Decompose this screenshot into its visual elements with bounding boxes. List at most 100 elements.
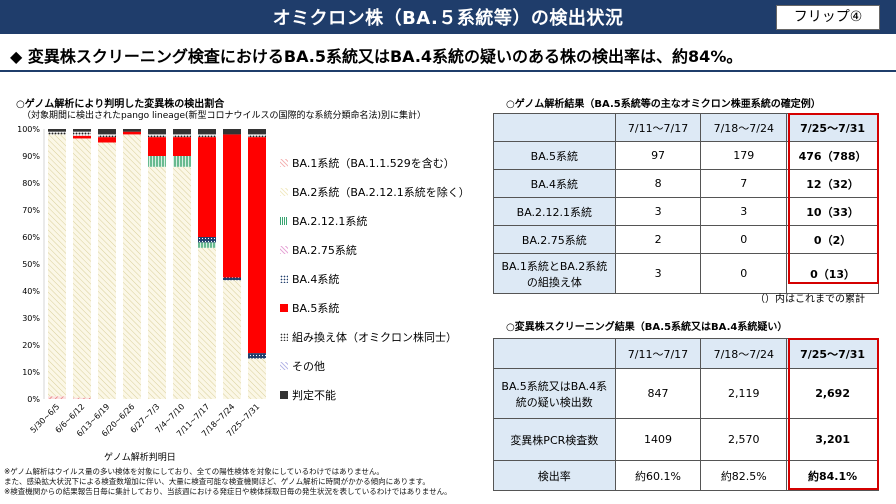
flip-badge: フリップ④ (776, 5, 880, 30)
bar-segment (148, 134, 166, 138)
bar-segment (223, 129, 241, 135)
bar-segment (248, 129, 266, 135)
legend-item: BA.5系統 (280, 293, 470, 322)
bar-segment (198, 129, 216, 135)
legend-label: BA.5系統 (292, 301, 340, 315)
bar-segment (248, 353, 266, 359)
footnote: ※ゲノム解析はウイルス量の多い検体を対象にしており、全ての陽性検体を対象にしてい… (4, 467, 384, 476)
screening-table: 7/11～7/17 7/18～7/24 7/25～7/31 BA.5系統又はBA… (493, 338, 879, 491)
y-tick-label: 80% (22, 179, 40, 188)
bar-segment (198, 247, 216, 399)
bar-segment (123, 129, 141, 132)
bar-segment (173, 156, 191, 167)
legend-item: BA.4系統 (280, 264, 470, 293)
bar-segment (198, 242, 216, 248)
table-cell: 476（788） (786, 141, 879, 170)
y-tick-label: 10% (22, 368, 40, 377)
bar-segment (98, 137, 116, 143)
bar-segment (73, 397, 91, 399)
table-cell: 0（2） (786, 225, 879, 254)
bar-segment (73, 135, 91, 139)
bar-segment (173, 137, 191, 156)
legend-swatch (280, 361, 288, 370)
bar-segment (148, 166, 166, 399)
bar-segment (173, 129, 191, 135)
table-corner (493, 338, 616, 369)
bar-segment (48, 129, 66, 132)
bar-segment (248, 134, 266, 138)
table-cell: 97 (614, 141, 702, 170)
headline-divider (0, 70, 896, 72)
table-cell: 8 (614, 169, 702, 198)
legend-item: BA.2系統（BA.2.12.1系統を除く） (280, 177, 470, 206)
bar-segment (223, 134, 241, 278)
row-label: BA.5系統 (493, 141, 616, 170)
table-row: BA.2.12.1系統 3 3 10（33） (493, 197, 879, 226)
legend-swatch (280, 245, 288, 254)
bar-segment (248, 137, 266, 354)
headline: ◆ 変異株スクリーニング検査におけるBA.5系統又はBA.4系統の疑いのある株の… (10, 47, 743, 66)
screening-table-heading: ○変異株スクリーニング結果（BA.5系統又はBA.4系統疑い） (506, 322, 788, 333)
table-cell: 約60.1% (614, 460, 702, 491)
footnote: ※検査機関からの結果報告日毎に集計しており、当該週における発症日や検体採取日毎の… (4, 487, 452, 496)
y-tick-label: 30% (22, 314, 40, 323)
legend-item: BA.2.75系統 (280, 235, 470, 264)
x-axis-label: ゲノム解析判明日 (104, 453, 176, 463)
table-cell: 847 (614, 368, 702, 419)
y-tick-label: 70% (22, 206, 40, 215)
legend-swatch (280, 390, 288, 399)
y-tick-label: 40% (22, 287, 40, 296)
row-label: BA.4系統 (493, 169, 616, 198)
y-tick-label: 50% (22, 260, 40, 269)
table-cell: 0 (700, 225, 788, 254)
bar-segment (73, 131, 91, 136)
genome-analysis-table: 7/11～7/17 7/18～7/24 7/25～7/31 BA.5系統 97 17… (493, 113, 879, 294)
bar-segment (123, 131, 141, 135)
y-tick-label: 90% (22, 152, 40, 161)
table-cell: 3 (614, 197, 702, 226)
legend-swatch (280, 274, 288, 283)
bar-segment (48, 134, 66, 397)
table-cell: 2,692 (786, 368, 879, 419)
table-cell: 10（33） (786, 197, 879, 226)
chart-heading: ○ゲノム解析により判明した変異株の検出割合 (16, 99, 225, 110)
table-row: BA.2.75系統 2 0 0（2） (493, 225, 879, 254)
bar-segment (198, 134, 216, 138)
chart-subheading: （対象期間に検出されたpango lineage(新型コロナウイルスの国際的な系… (22, 111, 427, 121)
legend-item: 判定不能 (280, 380, 470, 409)
row-label: 変異株PCR検査数 (493, 418, 616, 461)
table-cell: 3,201 (786, 418, 879, 461)
bar-segment (248, 358, 266, 399)
bar-segment (48, 131, 66, 135)
table-row: BA.5系統又はBA.4系統の疑い検出数 847 2,119 2,692 (493, 368, 879, 419)
genome-table-heading: ○ゲノム解析結果（BA.5系統等の主なオミクロン株亜系統の確定例） (506, 99, 821, 110)
table-cell: 3 (614, 253, 702, 294)
title-bar: オミクロン株（BA.５系統等）の検出状況 フリップ④ (0, 0, 896, 34)
row-label: BA.1系統とBA.2系統の組換え体 (493, 253, 616, 294)
legend-label: BA.2系統（BA.2.12.1系統を除く） (292, 185, 470, 199)
table-row: 検出率 約60.1% 約82.5% 約84.1% (493, 460, 879, 491)
bar-segment (98, 142, 116, 399)
legend-label: その他 (292, 359, 325, 373)
bar-segment (48, 396, 66, 399)
table-row: BA.4系統 8 7 12（32） (493, 169, 879, 198)
y-tick-label: 100% (17, 125, 40, 134)
legend-item: 組み換え体（オミクロン株同士） (280, 322, 470, 351)
table-cell: 12（32） (786, 169, 879, 198)
table-cell: 約84.1% (786, 460, 879, 491)
cumulative-note: （）内はこれまでの累計 (755, 294, 865, 305)
table-cell: 0（13） (786, 253, 879, 294)
legend-label: BA.4系統 (292, 272, 340, 286)
bar-segment (173, 166, 191, 399)
row-label: BA.2.12.1系統 (493, 197, 616, 226)
bar-segment (148, 129, 166, 135)
footnote: また、感染拡大状況下による検査数増加に伴い、大量に検査可能な検査機関ほど、ゲノム… (4, 477, 430, 486)
legend-item: BA.1系統（BA.1.1.529を含む） (280, 148, 470, 177)
stacked-bar-chart: 0%10%20%30%40%50%60%70%80%90%100% 5/30~6… (17, 125, 266, 439)
table-cell: 7 (700, 169, 788, 198)
legend-label: BA.2.12.1系統 (292, 214, 368, 228)
row-label: 検出率 (493, 460, 616, 491)
bar-segment (73, 129, 91, 132)
table-row: BA.5系統 97 179 476（788） (493, 141, 879, 170)
chart-legend: BA.1系統（BA.1.1.529を含む） BA.2系統（BA.2.12.1系統を… (280, 148, 470, 409)
